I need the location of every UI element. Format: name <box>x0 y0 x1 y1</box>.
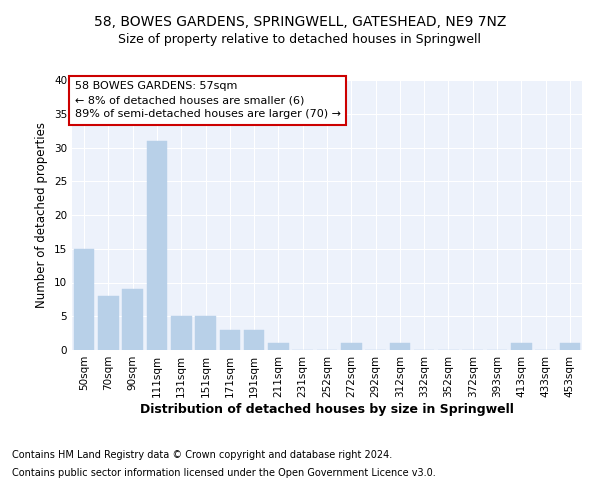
Bar <box>74 249 94 350</box>
Text: Distribution of detached houses by size in Springwell: Distribution of detached houses by size … <box>140 402 514 415</box>
Bar <box>171 316 191 350</box>
Bar <box>195 316 216 350</box>
Text: 58 BOWES GARDENS: 57sqm
← 8% of detached houses are smaller (6)
89% of semi-deta: 58 BOWES GARDENS: 57sqm ← 8% of detached… <box>74 82 341 120</box>
Y-axis label: Number of detached properties: Number of detached properties <box>35 122 49 308</box>
Bar <box>341 344 362 350</box>
Bar <box>122 289 143 350</box>
Bar <box>268 344 289 350</box>
Bar <box>98 296 119 350</box>
Bar <box>560 344 580 350</box>
Bar <box>220 330 240 350</box>
Text: Size of property relative to detached houses in Springwell: Size of property relative to detached ho… <box>119 32 482 46</box>
Bar <box>146 141 167 350</box>
Bar <box>389 344 410 350</box>
Bar <box>244 330 265 350</box>
Text: Contains HM Land Registry data © Crown copyright and database right 2024.: Contains HM Land Registry data © Crown c… <box>12 450 392 460</box>
Text: 58, BOWES GARDENS, SPRINGWELL, GATESHEAD, NE9 7NZ: 58, BOWES GARDENS, SPRINGWELL, GATESHEAD… <box>94 15 506 29</box>
Bar <box>511 344 532 350</box>
Text: Contains public sector information licensed under the Open Government Licence v3: Contains public sector information licen… <box>12 468 436 477</box>
